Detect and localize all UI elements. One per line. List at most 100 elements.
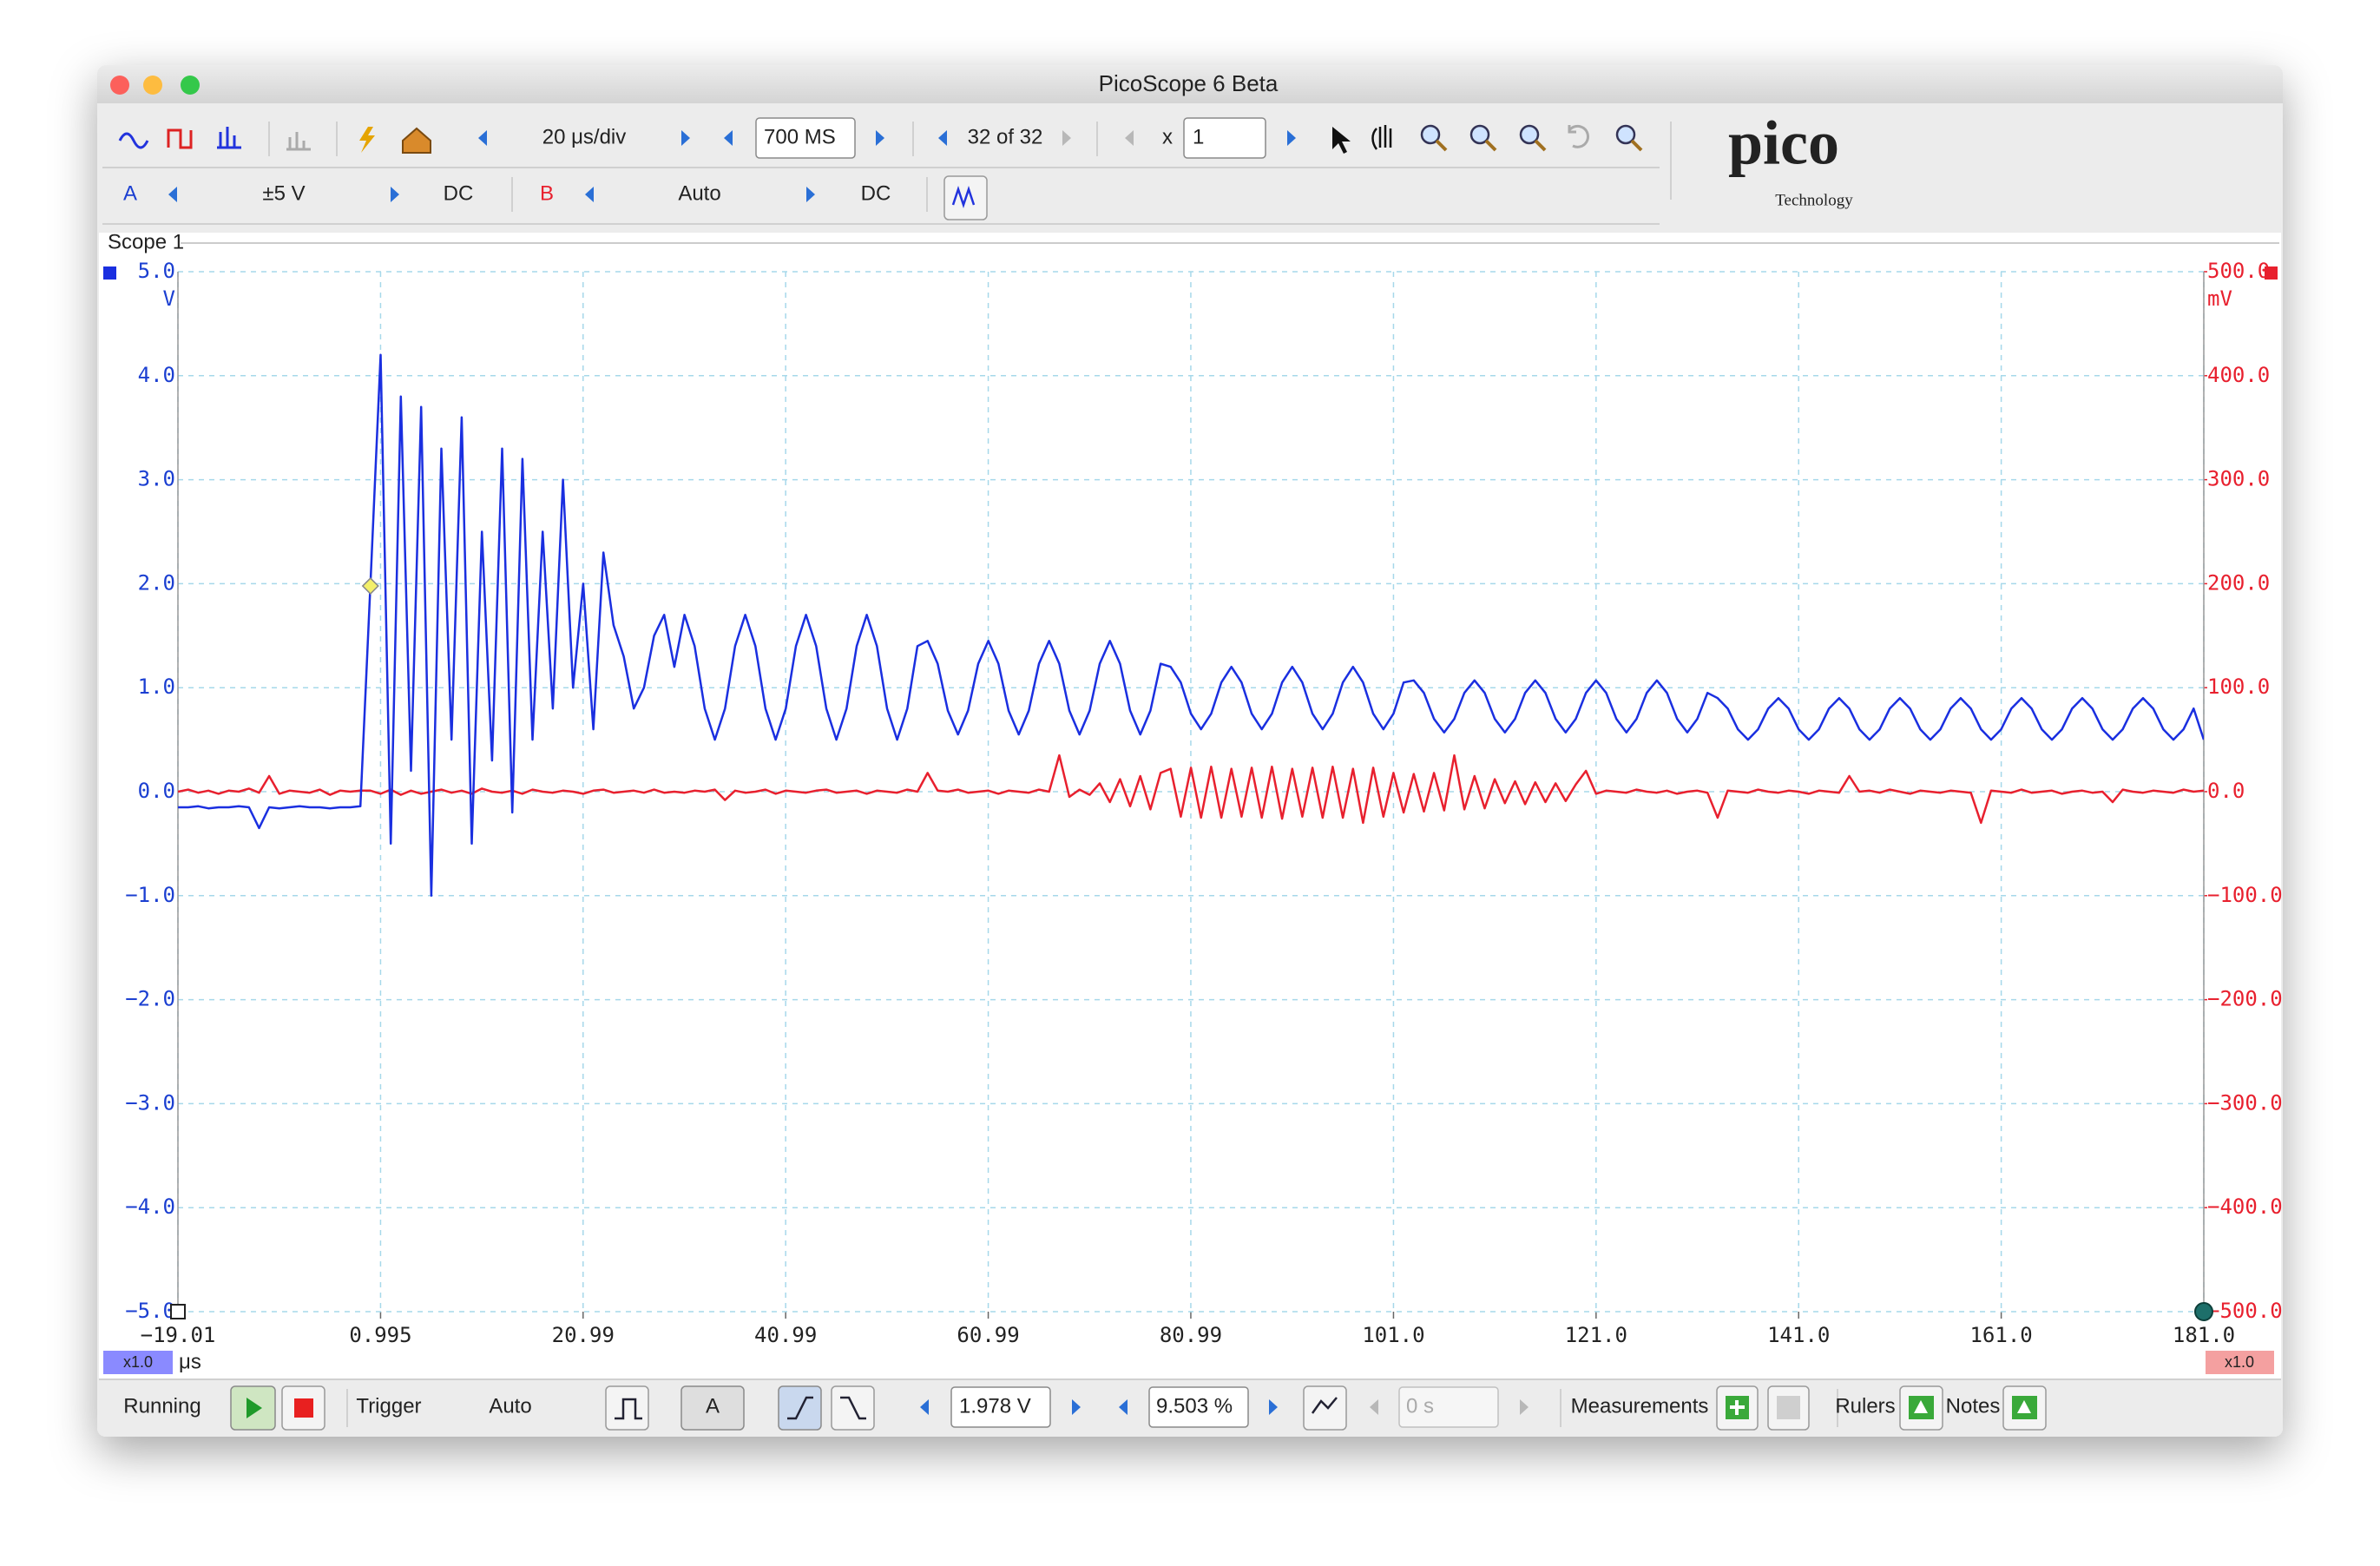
trigger-level: 1.978 V: [959, 1394, 1031, 1418]
trigger-delay: 0 s: [1406, 1394, 1434, 1418]
hand-tool[interactable]: [1371, 125, 1392, 150]
zoom-box[interactable]: [1183, 117, 1266, 159]
notes-label: Notes: [1946, 1394, 2001, 1418]
logo-tagline: Technology: [1775, 191, 1853, 209]
zoom-fit-handle: [1630, 139, 1643, 152]
zoom-out-tool[interactable]: [1519, 124, 1540, 145]
y-tick-label: −5.0: [125, 1299, 175, 1323]
zoom-tool[interactable]: [1420, 124, 1441, 145]
plot: −19.01 0.995 20.99 40.99 60.99 80.99 101.0 121.…: [125, 259, 2283, 1347]
y-tick-label: 1.0: [138, 674, 175, 699]
plus-icon: [1730, 1400, 1745, 1415]
samples: 700 MS: [764, 125, 836, 148]
rulers-icon-arrow: [1914, 1400, 1928, 1413]
persistence-icon[interactable]: [167, 128, 193, 149]
ruler-handle-b[interactable]: [2265, 266, 2278, 280]
minimize-button[interactable]: [143, 76, 162, 95]
zoom-in-handle: [1484, 139, 1497, 152]
bottom-toolbar: Running Trigger Auto A 1.978 V 9.503 % 0…: [99, 1378, 2281, 1431]
x-tick-label: −19.01: [141, 1323, 216, 1347]
level-box[interactable]: [950, 1386, 1051, 1428]
falling-edge-button[interactable]: [831, 1385, 875, 1431]
title-bar: [97, 65, 2283, 103]
ruler-end: [2194, 1302, 2213, 1321]
pointer-tool[interactable]: [1332, 127, 1351, 154]
zoom-label: x: [1162, 125, 1173, 148]
notes-icon-arrow: [2017, 1400, 2031, 1413]
waveform: [178, 753, 2204, 825]
y-tick-label: −4.0: [125, 1194, 175, 1219]
channel-a-coupling[interactable]: DC: [444, 181, 474, 205]
x-tick-label: 60.99: [957, 1323, 1019, 1347]
ruler-origin: [170, 1304, 186, 1319]
zoom-out-handle: [1534, 139, 1547, 152]
channel-options-icon: [951, 186, 976, 208]
delay-box[interactable]: [1398, 1386, 1499, 1428]
undo-zoom[interactable]: [1568, 124, 1589, 148]
start-icon: [247, 1398, 262, 1418]
x-tick-label: 141.0: [1767, 1323, 1830, 1347]
zoom-fit-tool[interactable]: [1615, 124, 1636, 145]
trigger-marker: [361, 576, 379, 595]
advanced-trigger-icon: [615, 1398, 642, 1420]
y2-tick-label: 200.0: [2207, 570, 2270, 595]
scope-label-bg: [101, 233, 181, 253]
x-scale-badge: [103, 1351, 173, 1374]
y2-tick-label: 400.0: [2207, 363, 2270, 387]
zoom-tools: [1420, 124, 1643, 152]
samples-box[interactable]: [755, 117, 856, 159]
advanced-trigger-button[interactable]: [605, 1385, 649, 1431]
pre-trigger: 9.503 %: [1156, 1394, 1233, 1418]
x-scale-badge-text: x1.0: [123, 1353, 153, 1371]
channel-a-label: A: [123, 181, 137, 205]
y2-unit: mV: [2207, 286, 2232, 311]
delay-button[interactable]: [1303, 1385, 1347, 1431]
trigger-source: A: [706, 1394, 720, 1418]
zoom-value: 1: [1193, 125, 1204, 148]
x-tick-label: 161.0: [1969, 1323, 2032, 1347]
channel-b-label: B: [540, 181, 554, 205]
ruler-handle-a[interactable]: [103, 266, 116, 280]
window-title: PicoScope 6 Beta: [1099, 70, 1279, 96]
x-tick-label: 181.0: [2173, 1323, 2235, 1347]
y-tick-label: 3.0: [138, 467, 175, 491]
channel-b-coupling[interactable]: DC: [861, 181, 891, 205]
falling-edge-icon: [840, 1396, 866, 1420]
x-tick-label: 121.0: [1565, 1323, 1627, 1347]
x-tick-label: 40.99: [754, 1323, 817, 1347]
zoom-in-tool[interactable]: [1469, 124, 1490, 145]
x-tick-label: 20.99: [552, 1323, 615, 1347]
pretrigger-box[interactable]: [1148, 1386, 1249, 1428]
y-tick-label: −1.0: [125, 883, 175, 907]
auto-setup-icon[interactable]: [359, 127, 375, 153]
y-tick-label: 0.0: [138, 779, 175, 803]
close-button[interactable]: [110, 76, 129, 95]
buffer-position: 32 of 32: [968, 125, 1043, 148]
default-setup-icon[interactable]: [402, 127, 431, 154]
y-tick-label: 5.0: [138, 259, 175, 283]
spectrum-icon[interactable]: [217, 127, 241, 149]
y2-tick-label: −200.0: [2207, 987, 2283, 1011]
scope-mode-icon[interactable]: [118, 132, 149, 149]
x-unit: μs: [179, 1350, 201, 1373]
rising-edge-button[interactable]: [778, 1385, 822, 1431]
zoom-button[interactable]: [181, 76, 200, 95]
x-tick-label: 0.995: [349, 1323, 411, 1347]
y-tick-label: 2.0: [138, 570, 175, 595]
trigger-mode[interactable]: Auto: [489, 1394, 531, 1418]
trigger-source-button[interactable]: [680, 1385, 745, 1431]
channel-b-range: Auto: [678, 181, 720, 205]
y2-tick-label: 500.0: [2207, 259, 2270, 283]
stop-icon: [294, 1398, 313, 1418]
logo: pico: [1728, 109, 1839, 178]
math-icon[interactable]: [286, 132, 311, 151]
y-unit: V: [163, 286, 175, 311]
y2-tick-label: −500.0: [2207, 1299, 2283, 1323]
y-tick-label: −2.0: [125, 987, 175, 1011]
y2-scale-badge: [2206, 1351, 2274, 1374]
y2-scale-badge-text: x1.0: [2225, 1353, 2254, 1371]
trigger-label: Trigger: [356, 1394, 421, 1418]
zoom-tool-handle: [1435, 139, 1448, 152]
